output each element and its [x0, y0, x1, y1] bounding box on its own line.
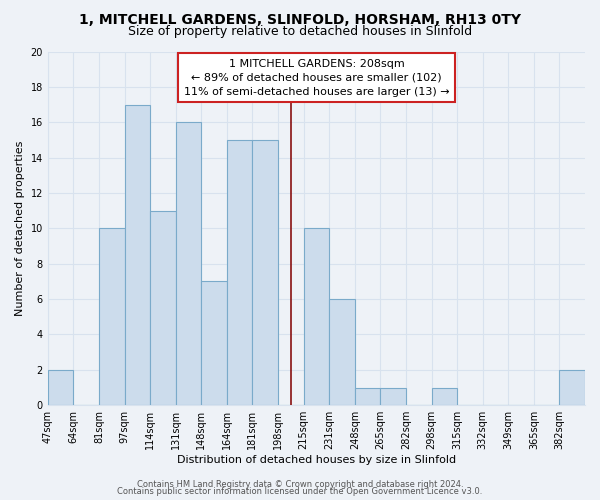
- Bar: [176, 122, 201, 405]
- Bar: [125, 104, 150, 405]
- Y-axis label: Number of detached properties: Number of detached properties: [15, 140, 25, 316]
- Bar: [431, 388, 457, 405]
- Bar: [380, 388, 406, 405]
- Bar: [559, 370, 585, 405]
- Bar: [99, 228, 125, 405]
- Bar: [227, 140, 253, 405]
- Text: 1, MITCHELL GARDENS, SLINFOLD, HORSHAM, RH13 0TY: 1, MITCHELL GARDENS, SLINFOLD, HORSHAM, …: [79, 12, 521, 26]
- Bar: [304, 228, 329, 405]
- Text: Contains public sector information licensed under the Open Government Licence v3: Contains public sector information licen…: [118, 487, 482, 496]
- Bar: [355, 388, 380, 405]
- Text: Size of property relative to detached houses in Slinfold: Size of property relative to detached ho…: [128, 25, 472, 38]
- X-axis label: Distribution of detached houses by size in Slinfold: Distribution of detached houses by size …: [177, 455, 456, 465]
- Bar: [201, 282, 227, 405]
- Text: Contains HM Land Registry data © Crown copyright and database right 2024.: Contains HM Land Registry data © Crown c…: [137, 480, 463, 489]
- Text: 1 MITCHELL GARDENS: 208sqm
← 89% of detached houses are smaller (102)
11% of sem: 1 MITCHELL GARDENS: 208sqm ← 89% of deta…: [184, 58, 449, 96]
- Bar: [48, 370, 73, 405]
- Bar: [150, 210, 176, 405]
- Bar: [329, 299, 355, 405]
- Bar: [253, 140, 278, 405]
